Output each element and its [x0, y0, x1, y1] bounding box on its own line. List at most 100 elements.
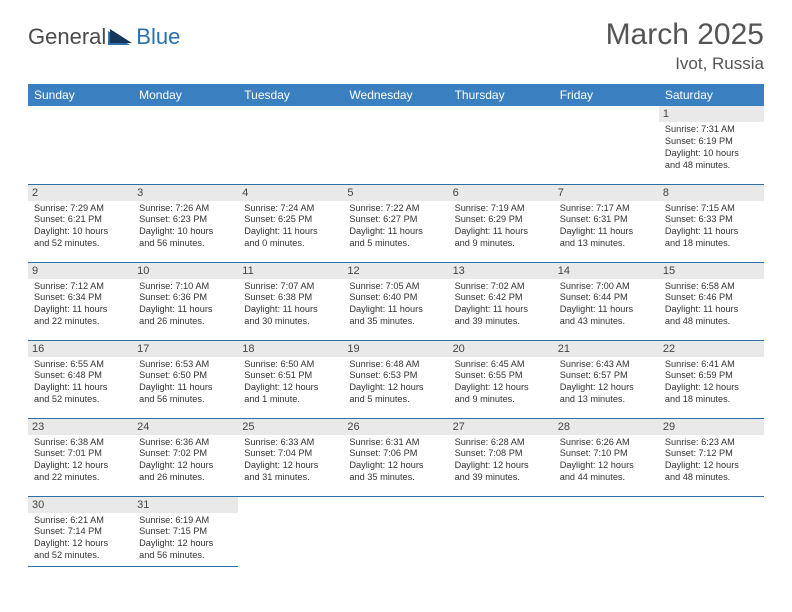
day-number: 10	[133, 263, 238, 279]
day-info: Sunrise: 7:19 AMSunset: 6:29 PMDaylight:…	[455, 203, 548, 251]
calendar-cell	[343, 106, 448, 184]
calendar-cell: 19 Sunrise: 6:48 AMSunset: 6:53 PMDayligh…	[343, 340, 448, 418]
page-title: March 2025	[606, 18, 764, 52]
title-block: March 2025 Ivot, Russia	[606, 18, 764, 74]
calendar-cell: 29 Sunrise: 6:23 AMSunset: 7:12 PMDayligh…	[659, 418, 764, 496]
day-number: 16	[28, 341, 133, 357]
calendar-row: 1Sunrise: 7:31 AMSunset: 6:19 PMDaylight…	[28, 106, 764, 184]
calendar-row: 23Sunrise: 6:38 AMSunset: 7:01 PMDayligh…	[28, 418, 764, 496]
calendar-cell: 10 Sunrise: 7:10 AMSunset: 6:36 PMDayligh…	[133, 262, 238, 340]
day-number: 30	[28, 497, 133, 513]
calendar-row: 16 Sunrise: 6:55 AMSunset: 6:48 PMDayligh…	[28, 340, 764, 418]
calendar-table: Sunday Monday Tuesday Wednesday Thursday…	[28, 84, 764, 567]
day-info: Sunrise: 7:24 AMSunset: 6:25 PMDaylight:…	[244, 203, 337, 251]
day-info: Sunrise: 7:10 AMSunset: 6:36 PMDaylight:…	[139, 281, 232, 329]
calendar-cell	[554, 106, 659, 184]
location-label: Ivot, Russia	[606, 54, 764, 74]
day-number: 5	[343, 185, 448, 201]
day-number: 22	[659, 341, 764, 357]
calendar-cell: 5 Sunrise: 7:22 AMSunset: 6:27 PMDaylight…	[343, 184, 448, 262]
day-info: Sunrise: 6:55 AMSunset: 6:48 PMDaylight:…	[34, 359, 127, 407]
day-info: Sunrise: 6:26 AMSunset: 7:10 PMDaylight:…	[560, 437, 653, 485]
calendar-row: 2Sunrise: 7:29 AMSunset: 6:21 PMDaylight…	[28, 184, 764, 262]
day-info: Sunrise: 6:50 AMSunset: 6:51 PMDaylight:…	[244, 359, 337, 407]
weekday-header-row: Sunday Monday Tuesday Wednesday Thursday…	[28, 84, 764, 106]
logo-text-blue: Blue	[136, 24, 180, 50]
calendar-cell	[659, 496, 764, 567]
day-number: 31	[133, 497, 238, 513]
calendar-cell: 1Sunrise: 7:31 AMSunset: 6:19 PMDaylight…	[659, 106, 764, 184]
day-number: 4	[238, 185, 343, 201]
calendar-cell	[449, 106, 554, 184]
day-number: 11	[238, 263, 343, 279]
day-info: Sunrise: 7:31 AMSunset: 6:19 PMDaylight:…	[665, 124, 758, 172]
day-number: 12	[343, 263, 448, 279]
day-number: 6	[449, 185, 554, 201]
weekday-header: Monday	[133, 84, 238, 106]
calendar-cell: 24Sunrise: 6:36 AMSunset: 7:02 PMDayligh…	[133, 418, 238, 496]
calendar-cell: 22 Sunrise: 6:41 AMSunset: 6:59 PMDayligh…	[659, 340, 764, 418]
weekday-header: Saturday	[659, 84, 764, 106]
calendar-cell: 9 Sunrise: 7:12 AMSunset: 6:34 PMDaylight…	[28, 262, 133, 340]
day-info: Sunrise: 7:12 AMSunset: 6:34 PMDaylight:…	[34, 281, 127, 329]
weekday-header: Thursday	[449, 84, 554, 106]
day-number: 2	[28, 185, 133, 201]
day-number: 25	[238, 419, 343, 435]
day-number: 3	[133, 185, 238, 201]
day-number: 18	[238, 341, 343, 357]
day-number: 20	[449, 341, 554, 357]
day-number: 13	[449, 263, 554, 279]
day-info: Sunrise: 7:02 AMSunset: 6:42 PMDaylight:…	[455, 281, 548, 329]
calendar-cell: 25Sunrise: 6:33 AMSunset: 7:04 PMDayligh…	[238, 418, 343, 496]
day-number: 19	[343, 341, 448, 357]
day-number: 8	[659, 185, 764, 201]
day-info: Sunrise: 7:07 AMSunset: 6:38 PMDaylight:…	[244, 281, 337, 329]
day-info: Sunrise: 6:58 AMSunset: 6:46 PMDaylight:…	[665, 281, 758, 329]
day-number: 7	[554, 185, 659, 201]
calendar-cell	[238, 496, 343, 567]
logo-flag-icon	[108, 27, 134, 47]
day-number: 28	[554, 419, 659, 435]
day-number: 15	[659, 263, 764, 279]
calendar-cell: 20Sunrise: 6:45 AMSunset: 6:55 PMDayligh…	[449, 340, 554, 418]
day-number: 17	[133, 341, 238, 357]
weekday-header: Sunday	[28, 84, 133, 106]
calendar-cell: 14Sunrise: 7:00 AMSunset: 6:44 PMDayligh…	[554, 262, 659, 340]
calendar-cell	[449, 496, 554, 567]
day-info: Sunrise: 6:23 AMSunset: 7:12 PMDaylight:…	[665, 437, 758, 485]
day-info: Sunrise: 6:21 AMSunset: 7:14 PMDaylight:…	[34, 515, 127, 563]
day-info: Sunrise: 7:22 AMSunset: 6:27 PMDaylight:…	[349, 203, 442, 251]
day-info: Sunrise: 7:00 AMSunset: 6:44 PMDaylight:…	[560, 281, 653, 329]
weekday-header: Wednesday	[343, 84, 448, 106]
day-info: Sunrise: 6:43 AMSunset: 6:57 PMDaylight:…	[560, 359, 653, 407]
day-number: 26	[343, 419, 448, 435]
day-number: 29	[659, 419, 764, 435]
calendar-cell: 31Sunrise: 6:19 AMSunset: 7:15 PMDayligh…	[133, 496, 238, 567]
day-info: Sunrise: 6:41 AMSunset: 6:59 PMDaylight:…	[665, 359, 758, 407]
calendar-cell: 6 Sunrise: 7:19 AMSunset: 6:29 PMDaylight…	[449, 184, 554, 262]
calendar-cell: 13 Sunrise: 7:02 AMSunset: 6:42 PMDayligh…	[449, 262, 554, 340]
calendar-cell	[28, 106, 133, 184]
calendar-cell: 26 Sunrise: 6:31 AMSunset: 7:06 PMDayligh…	[343, 418, 448, 496]
day-info: Sunrise: 6:53 AMSunset: 6:50 PMDaylight:…	[139, 359, 232, 407]
day-info: Sunrise: 7:26 AMSunset: 6:23 PMDaylight:…	[139, 203, 232, 251]
calendar-cell: 18 Sunrise: 6:50 AMSunset: 6:51 PMDayligh…	[238, 340, 343, 418]
day-info: Sunrise: 6:48 AMSunset: 6:53 PMDaylight:…	[349, 359, 442, 407]
day-number: 9	[28, 263, 133, 279]
calendar-cell: 12Sunrise: 7:05 AMSunset: 6:40 PMDayligh…	[343, 262, 448, 340]
day-info: Sunrise: 6:38 AMSunset: 7:01 PMDaylight:…	[34, 437, 127, 485]
day-info: Sunrise: 7:15 AMSunset: 6:33 PMDaylight:…	[665, 203, 758, 251]
calendar-cell: 4 Sunrise: 7:24 AMSunset: 6:25 PMDaylight…	[238, 184, 343, 262]
day-info: Sunrise: 6:28 AMSunset: 7:08 PMDaylight:…	[455, 437, 548, 485]
header: General Blue March 2025 Ivot, Russia	[28, 18, 764, 74]
calendar-cell: 2Sunrise: 7:29 AMSunset: 6:21 PMDaylight…	[28, 184, 133, 262]
calendar-cell	[133, 106, 238, 184]
calendar-cell: 3 Sunrise: 7:26 AMSunset: 6:23 PMDaylight…	[133, 184, 238, 262]
calendar-cell: 27Sunrise: 6:28 AMSunset: 7:08 PMDayligh…	[449, 418, 554, 496]
calendar-cell: 23Sunrise: 6:38 AMSunset: 7:01 PMDayligh…	[28, 418, 133, 496]
weekday-header: Tuesday	[238, 84, 343, 106]
calendar-cell	[554, 496, 659, 567]
calendar-cell: 8 Sunrise: 7:15 AMSunset: 6:33 PMDaylight…	[659, 184, 764, 262]
day-info: Sunrise: 6:31 AMSunset: 7:06 PMDaylight:…	[349, 437, 442, 485]
logo-text-general: General	[28, 24, 106, 50]
